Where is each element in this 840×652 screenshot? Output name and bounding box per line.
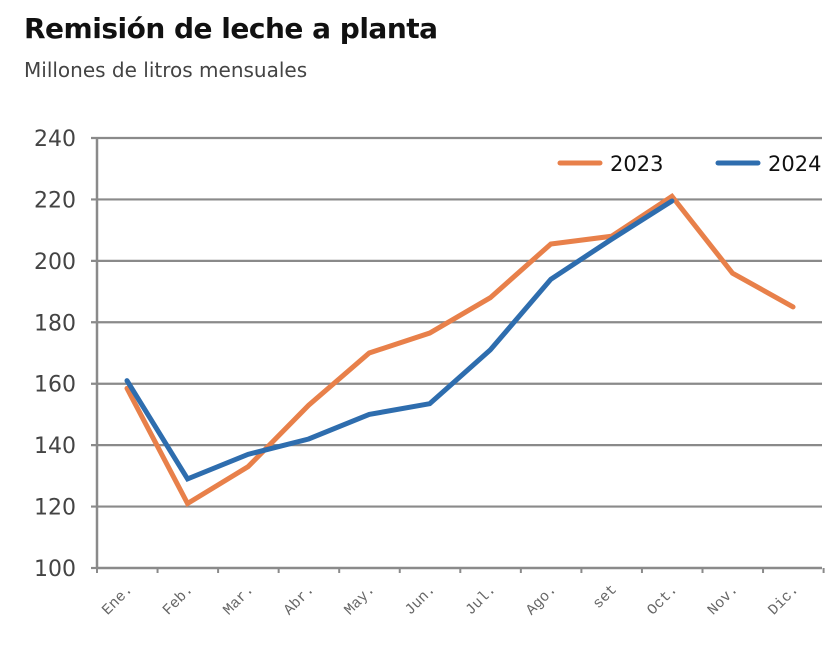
y-tick-label: 200	[34, 250, 76, 275]
x-tick-label: Mar.	[220, 582, 257, 619]
y-tick-label: 100	[34, 557, 76, 582]
y-tick-label: 220	[34, 188, 76, 213]
legend: 2023 2024	[557, 152, 821, 176]
x-tick-label: Ene.	[99, 582, 136, 619]
y-tick-label: 120	[34, 496, 76, 521]
x-tick-label: May.	[341, 582, 378, 619]
gridlines	[91, 136, 822, 570]
x-tick-label: Jun.	[402, 582, 439, 619]
x-tick-label: Dic.	[765, 582, 802, 619]
chart-title: Remisión de leche a planta	[24, 12, 438, 45]
x-tick-label: Oct.	[644, 582, 681, 619]
legend-label-2024: 2024	[768, 152, 821, 176]
x-tick-label: Feb.	[160, 582, 197, 619]
x-tick-label: Ago.	[523, 582, 560, 619]
series-line-2023	[124, 193, 796, 508]
axes	[95, 138, 822, 570]
y-axis-ticks: 100 120 140 160 180 200 220 240	[34, 127, 76, 582]
x-tick-label: set	[590, 582, 621, 613]
x-tick-label: Nov.	[705, 582, 742, 619]
y-tick-label: 180	[34, 311, 76, 336]
x-tick-label: Jul.	[462, 582, 499, 619]
x-tick-label: Abr.	[281, 582, 318, 619]
series-line-2024	[124, 198, 675, 483]
series-lines	[124, 193, 796, 508]
y-tick-label: 160	[34, 373, 76, 398]
chart-subtitle: Millones de litros mensuales	[24, 58, 308, 82]
y-tick-label: 240	[34, 127, 76, 152]
x-axis-ticks: Ene. Feb. Mar. Abr. May. Jun. Jul. Ago. set Oct. N…	[96, 568, 825, 619]
y-tick-label: 140	[34, 434, 76, 459]
legend-label-2023: 2023	[610, 152, 663, 176]
